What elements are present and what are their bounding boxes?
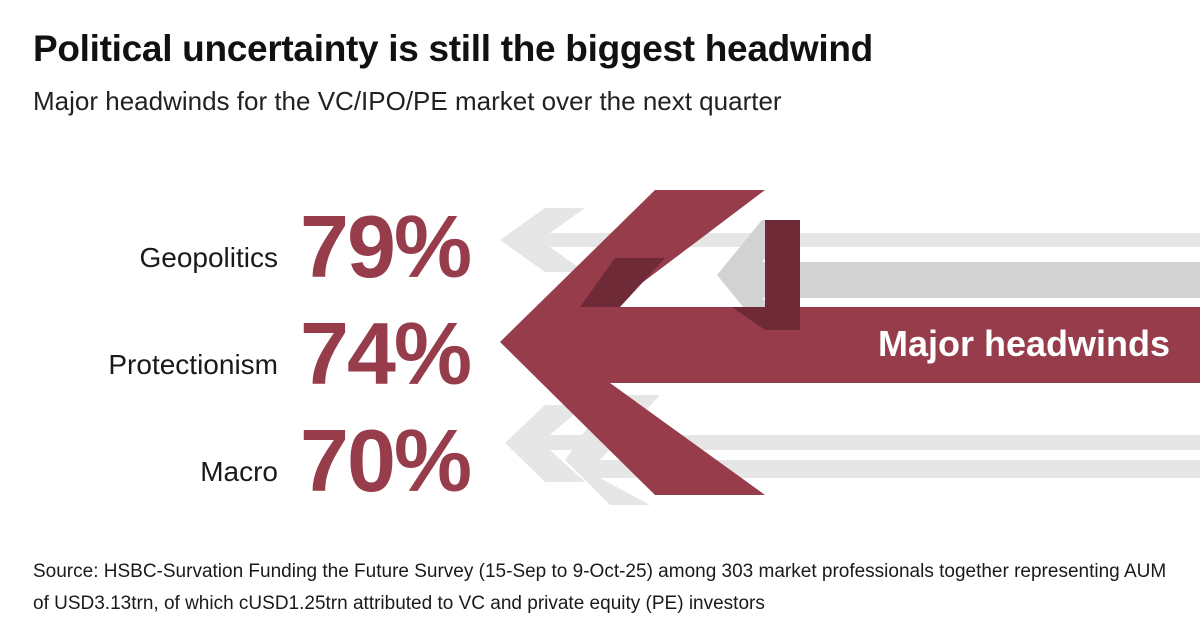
grey-arrow-bottom-back xyxy=(505,405,1200,482)
grey-overlap-shade xyxy=(732,220,800,330)
value-macro: 70% xyxy=(300,411,472,510)
page-subtitle: Major headwinds for the VC/IPO/PE market… xyxy=(33,86,782,116)
value-geopolitics: 79% xyxy=(300,197,472,296)
page-title: Political uncertainty is still the bigge… xyxy=(33,28,873,69)
major-headwinds-label: Major headwinds xyxy=(877,323,1170,364)
value-protectionism: 74% xyxy=(300,304,472,403)
row-label-protectionism: Protectionism xyxy=(108,349,278,380)
row-label-macro: Macro xyxy=(200,456,278,487)
row-label-geopolitics: Geopolitics xyxy=(139,242,278,273)
major-headwinds-arrow xyxy=(500,190,1200,495)
inner-chevron-shade xyxy=(580,258,665,307)
grey-arrow-top-back xyxy=(500,208,1200,272)
source-note: Source: HSBC-Survation Funding the Futur… xyxy=(33,561,1167,614)
grey-arrow-top-front xyxy=(717,220,1200,330)
